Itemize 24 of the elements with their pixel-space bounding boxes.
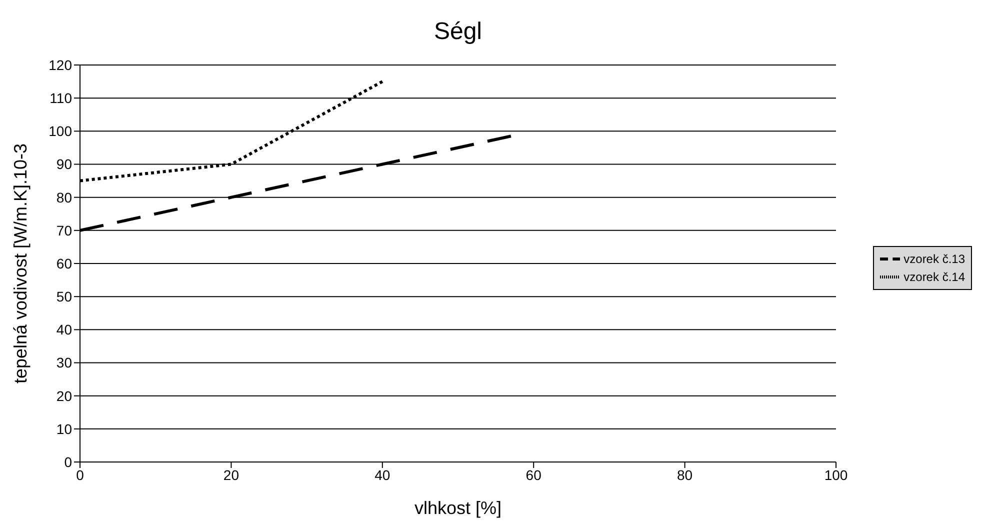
x-axis-title: vlhkost [%] <box>414 498 502 518</box>
x-tick-label: 0 <box>76 466 84 483</box>
legend-label: vzorek č.14 <box>904 268 965 286</box>
y-axis-title: tepelná vodivost [W/m.K].10-3 <box>10 143 30 384</box>
x-tick-label: 40 <box>374 466 390 483</box>
y-tick-label: 20 <box>56 388 72 404</box>
y-tick-label: 0 <box>64 454 72 470</box>
x-tick-label: 60 <box>526 466 542 483</box>
y-tick-label: 40 <box>56 322 72 338</box>
chart-title: Ségl <box>432 18 484 46</box>
x-tick-label: 80 <box>677 466 693 483</box>
y-tick-label: 50 <box>56 288 72 305</box>
y-tick-label: 60 <box>56 255 72 272</box>
y-tick-label: 90 <box>56 156 72 172</box>
y-tick-label: 70 <box>56 222 72 238</box>
y-tick-label: 30 <box>56 354 72 371</box>
x-tick-label: 100 <box>824 466 848 483</box>
y-tick-label: 120 <box>48 56 72 73</box>
x-tick-label: 20 <box>223 466 240 483</box>
y-tick-label: 110 <box>50 90 72 106</box>
y-tick-label: 10 <box>56 420 72 437</box>
y-tick-label: 100 <box>48 123 72 140</box>
legend-label: vzorek č.13 <box>904 250 965 268</box>
y-tick-label: 80 <box>56 189 72 206</box>
